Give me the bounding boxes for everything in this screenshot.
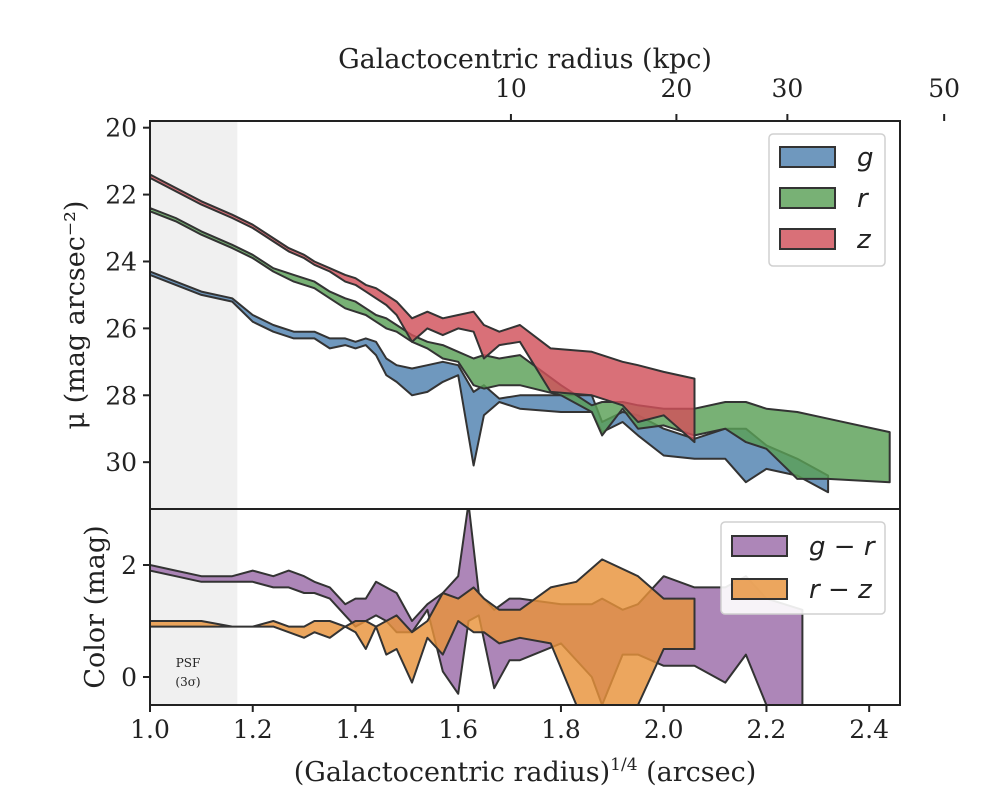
axis-ticks: 20 22 24 26 28 30 0 2 1.0 1.2 1.4 1.6 1.8 2.0 2.2 2.4 10… — [105, 74, 960, 744]
psf-region-bottom — [150, 509, 238, 705]
y-tick-label-top: 26 — [105, 314, 137, 343]
x-tick-label: 1.0 — [130, 715, 170, 744]
legend-swatch-g — [779, 146, 836, 168]
legend-bottom-items: g − r r − z — [731, 532, 877, 605]
legend-swatch-z — [779, 228, 836, 250]
x-axis-title: (Galactocentric radius)1/4 (arcsec) — [294, 755, 757, 788]
y-tick-label-top: 22 — [105, 181, 137, 210]
x-tick-label: 1.6 — [438, 715, 478, 744]
top-x-tick-label: 10 — [495, 74, 527, 103]
legend-swatch-gr — [731, 535, 788, 557]
y-tick-label-top: 24 — [105, 247, 137, 276]
x-tick-label: 2.2 — [747, 715, 787, 744]
legend-label-r: r — [857, 184, 870, 214]
y-tick-label-top: 30 — [105, 448, 137, 477]
band-rz — [150, 558, 696, 705]
y-tick-label-top: 20 — [105, 114, 137, 143]
color-bands — [150, 509, 804, 705]
legend-swatch-rz — [731, 578, 788, 600]
psf-label: PSF — [176, 656, 201, 670]
legend-swatch-r — [779, 187, 836, 209]
top-x-tick-label: 20 — [661, 74, 693, 103]
x-tick-label: 1.4 — [336, 715, 376, 744]
legend-label-gr: g − r — [809, 532, 877, 562]
psf-region-top — [150, 121, 238, 509]
x-tick-label: 2.0 — [644, 715, 684, 744]
x-tick-label: 1.8 — [541, 715, 581, 744]
legend-label-z: z — [856, 225, 872, 255]
top-x-tick-label: 30 — [771, 74, 803, 103]
top-x-tick-label: 50 — [928, 74, 960, 103]
y-tick-label-top: 28 — [105, 381, 137, 410]
surface-brightness-bands — [150, 173, 891, 494]
x-tick-label: 2.4 — [849, 715, 889, 744]
top-axis-title: Galactocentric radius (kpc) — [338, 44, 712, 75]
legend-label-rz: r − z — [809, 575, 873, 605]
legend-label-g: g — [857, 143, 874, 173]
psf-label-sigma: (3σ) — [175, 675, 200, 689]
x-tick-label: 1.2 — [233, 715, 273, 744]
band-g — [150, 270, 830, 494]
y-axis-title-bottom: Color (mag) — [80, 525, 111, 688]
legend-top-items: grz — [779, 143, 874, 255]
y-tick-label-bottom: 0 — [121, 663, 137, 692]
band-r — [150, 207, 891, 484]
y-tick-label-bottom: 2 — [121, 551, 137, 580]
y-axis-title-top: μ (mag arcsec⁻²) — [60, 201, 91, 430]
band-z — [150, 173, 696, 444]
bottom-panel-frame — [149, 508, 901, 706]
